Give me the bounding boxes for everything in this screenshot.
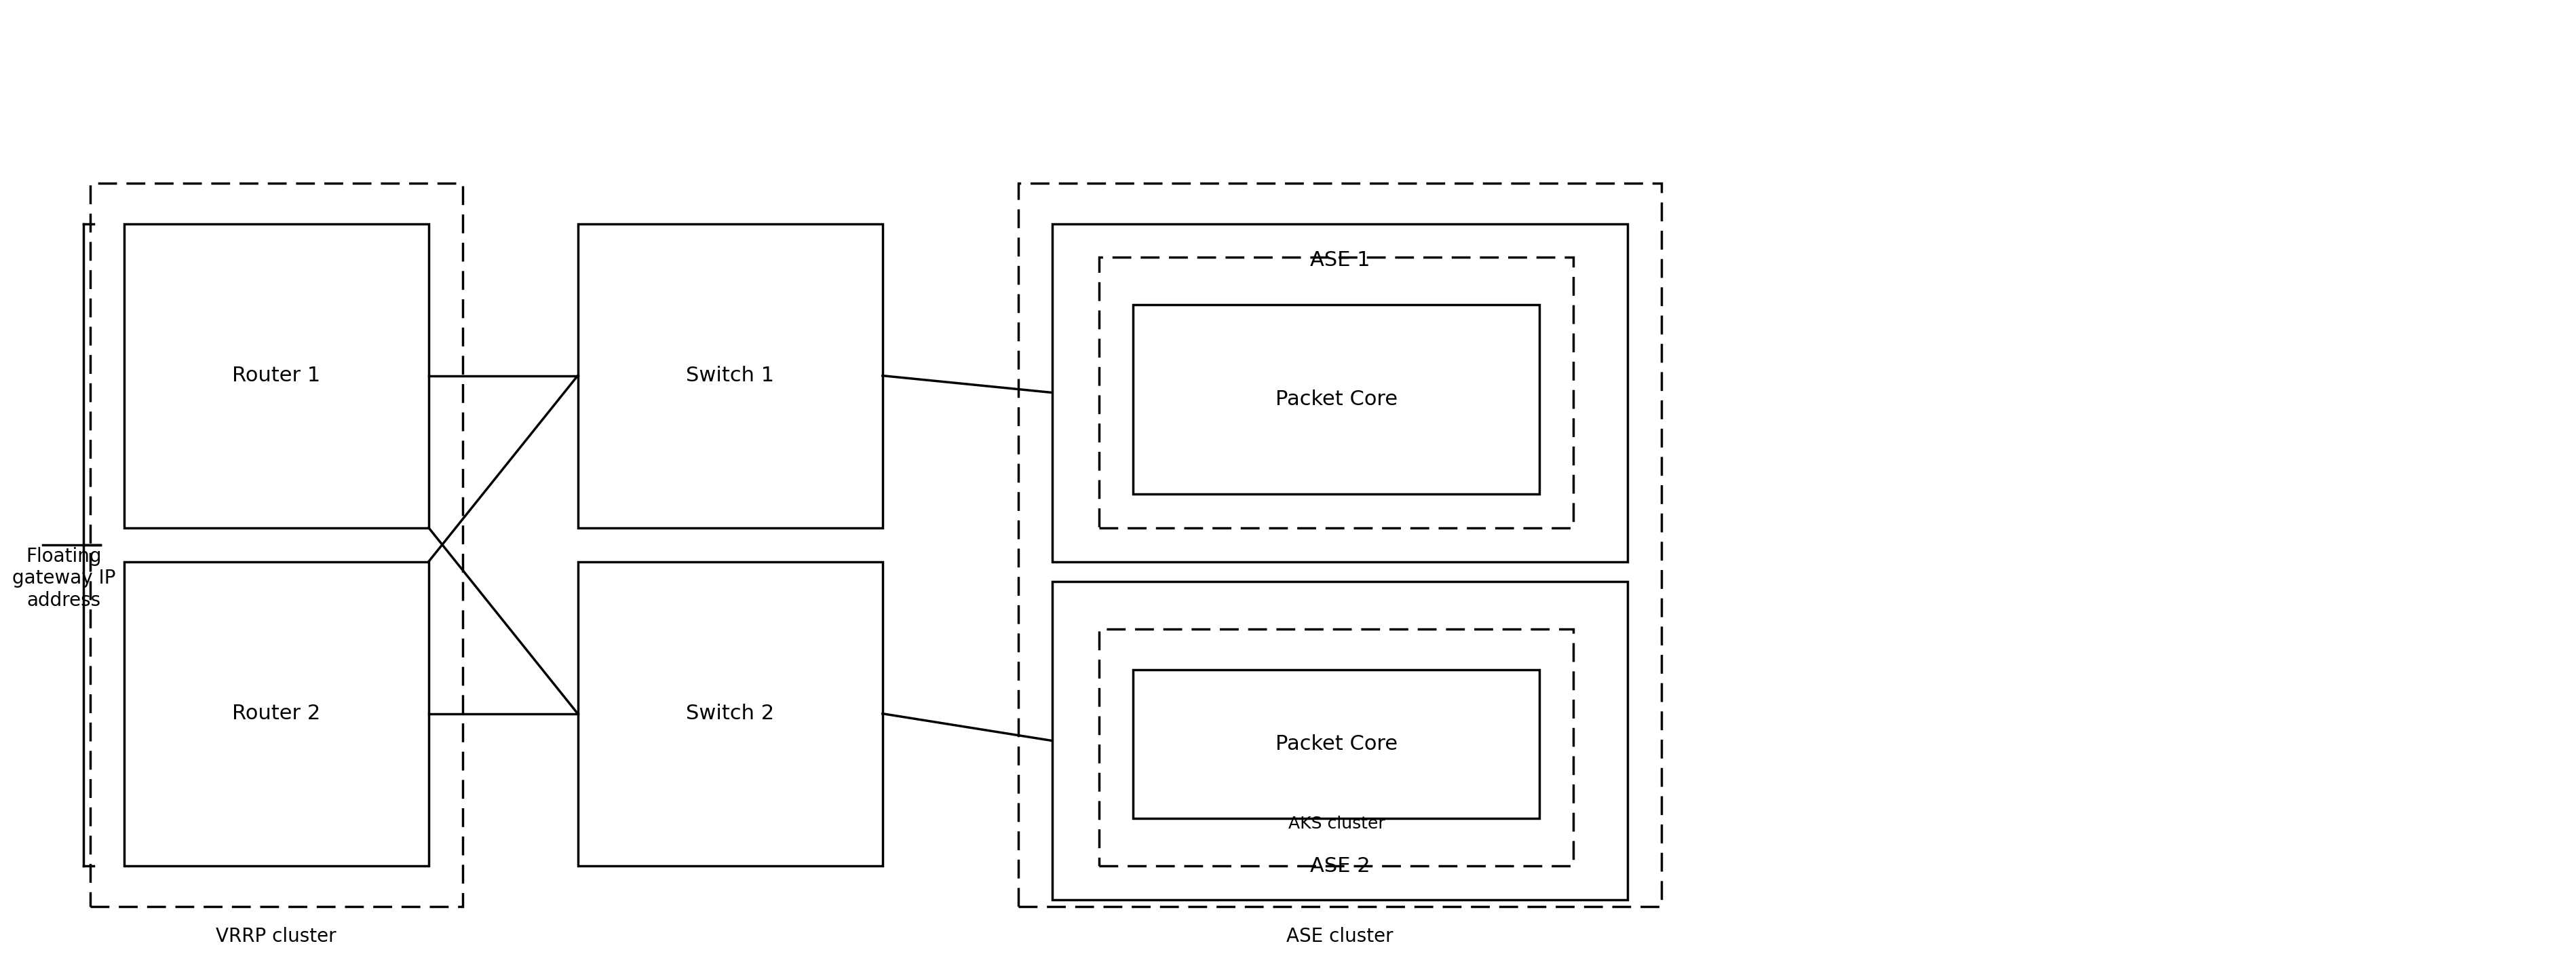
Bar [577,562,884,865]
Text: AKS cluster: AKS cluster [1288,816,1386,832]
Text: Switch 1: Switch 1 [685,366,775,386]
Text: VRRP cluster: VRRP cluster [216,927,337,946]
Text: Floating
gateway IP
address: Floating gateway IP address [13,547,116,610]
Text: ASE cluster: ASE cluster [1285,927,1394,946]
Text: ASE 2: ASE 2 [1309,857,1370,876]
Bar [1133,304,1540,494]
Bar [1051,224,1628,562]
Bar [90,183,464,906]
Text: Switch 2: Switch 2 [685,703,775,724]
Bar [1133,670,1540,819]
Bar [124,224,428,528]
Bar [1100,629,1574,865]
Bar [1100,258,1574,528]
Text: Packet Core: Packet Core [1275,735,1399,754]
Bar [124,562,428,865]
Bar [577,224,884,528]
Text: ASE 1: ASE 1 [1309,251,1370,270]
Text: Router 1: Router 1 [232,366,319,386]
Text: Router 2: Router 2 [232,703,319,724]
Text: Packet Core: Packet Core [1275,390,1399,409]
Bar [1018,183,1662,906]
Bar [1051,581,1628,899]
